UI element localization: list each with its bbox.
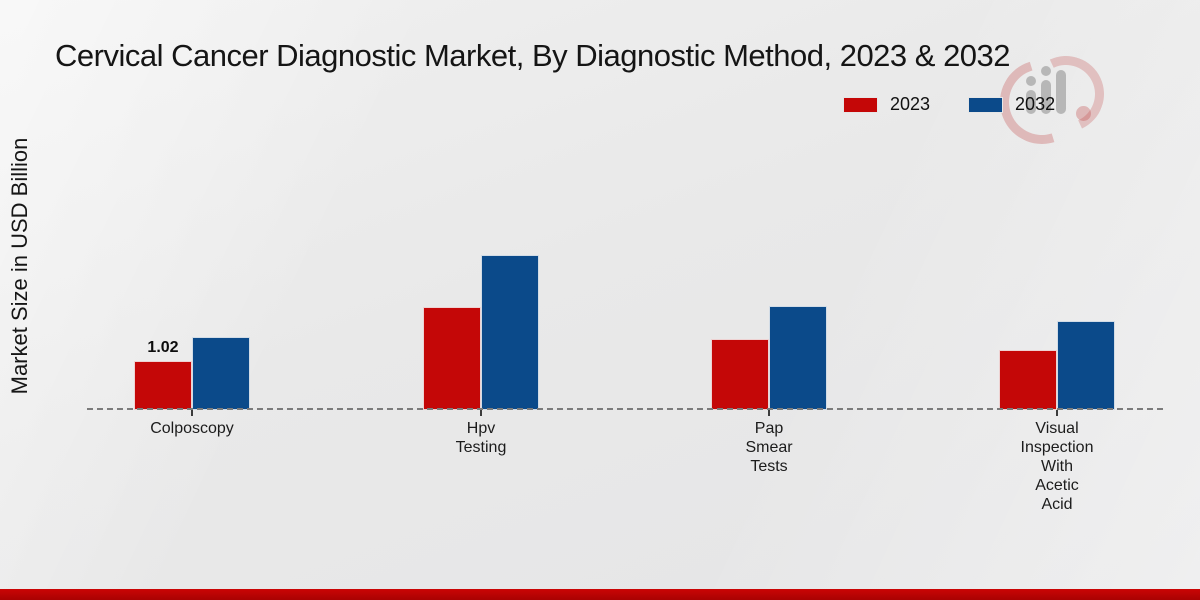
chart-title: Cervical Cancer Diagnostic Market, By Di… — [55, 38, 1011, 73]
watermark-bar-icon — [1056, 70, 1066, 114]
bar-2032-hpv-testing[interactable] — [481, 255, 539, 410]
category-label-visual-inspection-with-acetic-acid: Visual Inspection With Acetic Acid — [1020, 420, 1094, 513]
bar-2023-colposcopy[interactable] — [134, 361, 192, 410]
market-research-logo-watermark-icon — [985, 45, 1115, 159]
bar-2023-pap-smear-tests[interactable] — [711, 339, 769, 410]
legend-item-2023[interactable]: 2023 — [843, 94, 930, 115]
x-axis-tick — [480, 410, 482, 416]
bar-2032-pap-smear-tests[interactable] — [769, 306, 827, 410]
legend-swatch-2023 — [843, 96, 878, 113]
watermark-bar-icon — [1026, 90, 1036, 114]
footer-strip — [0, 589, 1200, 600]
watermark-dot-icon — [1026, 76, 1036, 86]
category-label-hpv-testing: Hpv Testing — [455, 420, 507, 456]
bar-2032-visual-inspection-with-acetic-acid[interactable] — [1057, 321, 1115, 410]
x-axis-tick — [1056, 410, 1058, 416]
bar-2023-visual-inspection-with-acetic-acid[interactable] — [999, 350, 1057, 410]
x-axis-baseline — [87, 408, 1163, 410]
watermark-dot-icon — [1041, 66, 1051, 76]
watermark-bar-icon — [1041, 80, 1051, 114]
x-axis-tick — [768, 410, 770, 416]
legend-swatch-2032 — [968, 96, 1004, 113]
legend: 2023 2032 — [843, 94, 1055, 115]
bar-2032-colposcopy[interactable] — [192, 337, 250, 410]
x-axis-tick — [191, 410, 193, 416]
bar-value-label: 1.02 — [147, 339, 179, 356]
legend-label-2032: 2032 — [1015, 94, 1056, 114]
y-axis-label: Market Size in USD Billion — [7, 137, 32, 395]
category-label-colposcopy: Colposcopy — [150, 420, 234, 437]
legend-label-2023: 2023 — [890, 94, 931, 114]
bar-2023-hpv-testing[interactable] — [423, 307, 481, 410]
category-label-pap-smear-tests: Pap Smear Tests — [745, 420, 793, 475]
legend-item-2032[interactable]: 2032 — [968, 94, 1055, 115]
watermark-red-dot — [1076, 106, 1091, 121]
